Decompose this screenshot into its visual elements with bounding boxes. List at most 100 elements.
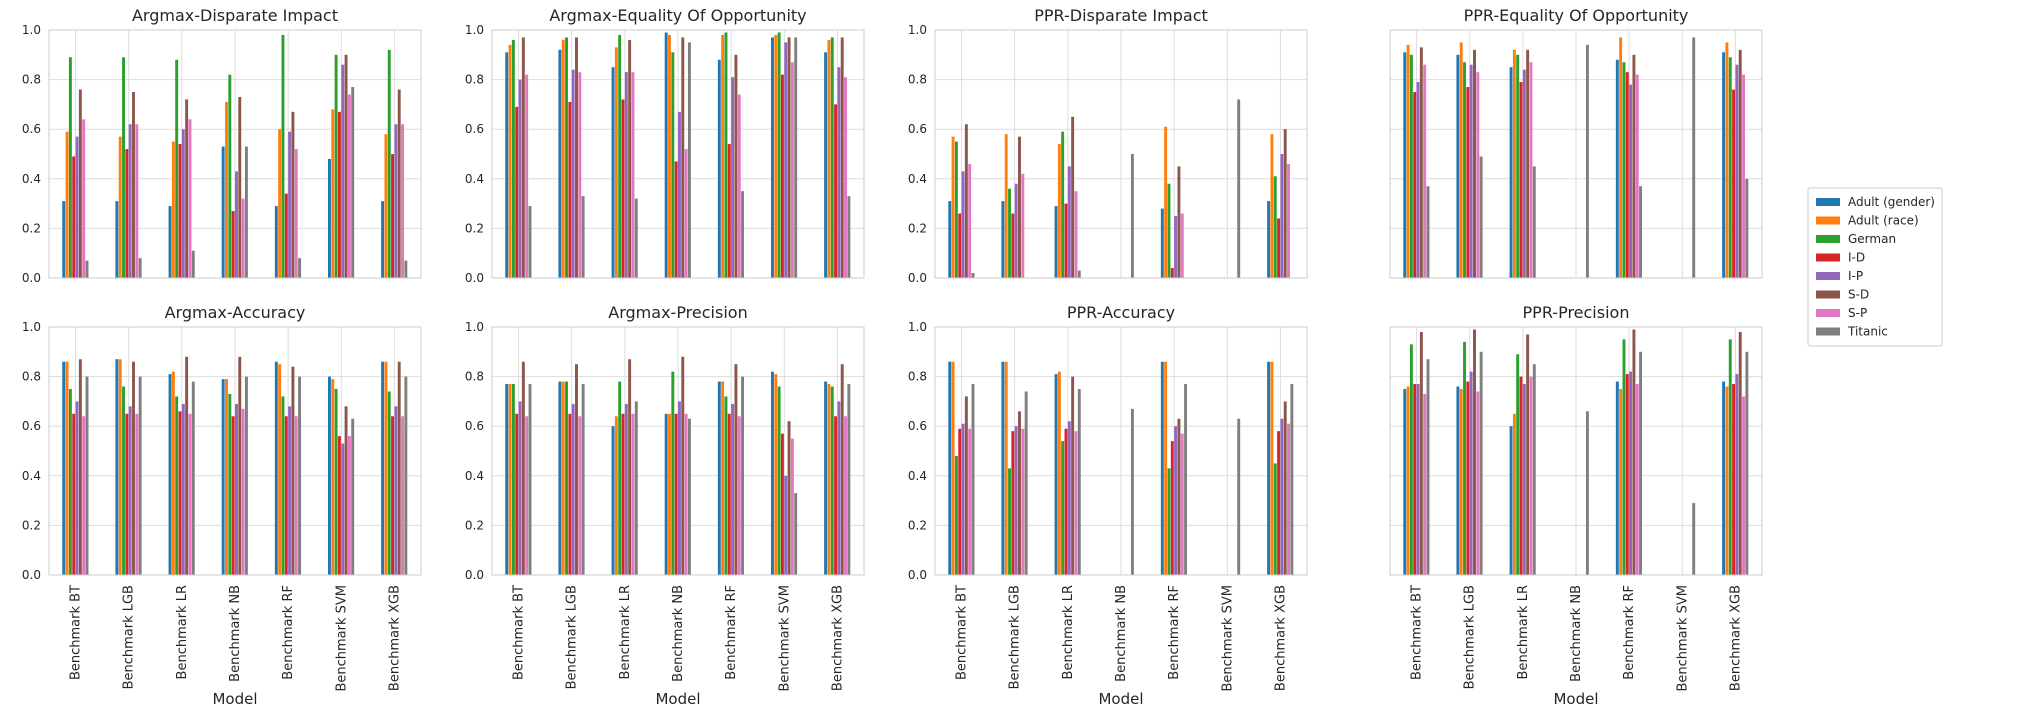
bar xyxy=(1509,67,1513,278)
bar xyxy=(1061,441,1065,575)
bar xyxy=(824,52,828,278)
bar xyxy=(178,144,182,278)
bar xyxy=(278,364,282,575)
bar xyxy=(618,381,622,575)
bar xyxy=(1745,178,1749,278)
y-tick-label: 0.8 xyxy=(22,73,41,87)
subplot-title: PPR-Accuracy xyxy=(1067,303,1175,322)
y-tick-label: 0.6 xyxy=(465,122,484,136)
bar xyxy=(344,406,348,575)
bar xyxy=(288,131,292,278)
bar xyxy=(948,201,952,278)
bar xyxy=(1280,418,1284,575)
x-tick-label: Benchmark LGB xyxy=(1008,585,1023,689)
bar xyxy=(284,416,288,575)
bar xyxy=(334,54,338,278)
bar xyxy=(1014,183,1018,278)
bar xyxy=(1735,374,1739,575)
bar xyxy=(1526,49,1530,279)
bar xyxy=(581,196,585,278)
bar xyxy=(85,260,89,278)
bar xyxy=(964,124,968,279)
bar xyxy=(724,32,728,279)
bar xyxy=(618,34,622,279)
bar xyxy=(790,62,794,278)
bar xyxy=(1409,344,1413,575)
bar xyxy=(68,57,72,278)
bar xyxy=(1067,421,1071,575)
bar xyxy=(235,171,238,278)
x-tick-label: Benchmark SVM xyxy=(777,585,792,692)
x-tick-label: Benchmark RF xyxy=(1167,585,1182,680)
bar xyxy=(774,374,778,575)
bar xyxy=(1267,201,1271,278)
bar xyxy=(1459,389,1463,575)
bar xyxy=(668,413,671,575)
bar xyxy=(1615,381,1619,575)
bar xyxy=(674,413,678,575)
bar xyxy=(294,149,298,278)
bar xyxy=(122,386,125,575)
bar xyxy=(1725,42,1729,279)
bar xyxy=(1532,364,1536,575)
bar xyxy=(135,413,139,575)
y-tick-label: 0.4 xyxy=(22,172,41,186)
x-tick-label: Benchmark SVM xyxy=(334,585,349,692)
bar xyxy=(1519,82,1523,278)
bar xyxy=(1004,134,1008,278)
bar xyxy=(331,379,335,575)
bar xyxy=(1054,206,1058,278)
bar xyxy=(1416,82,1420,278)
y-tick-label: 1.0 xyxy=(22,23,41,37)
bar xyxy=(1130,408,1134,575)
bar xyxy=(518,79,522,278)
bar xyxy=(684,149,688,278)
bar xyxy=(777,32,781,279)
bar xyxy=(528,384,532,575)
bar xyxy=(1738,331,1742,575)
bar xyxy=(1174,426,1178,575)
bar xyxy=(790,438,794,575)
bar xyxy=(138,376,142,575)
bar xyxy=(394,406,398,575)
x-tick-label: Benchmark BT xyxy=(512,585,527,680)
subplot-8: PPR-Precision Benchmark BT Benchmark LGB Be… xyxy=(1389,303,1763,708)
subplot-title: PPR-Precision xyxy=(1523,303,1630,322)
bar xyxy=(132,92,135,278)
bar xyxy=(505,384,509,575)
bar xyxy=(244,376,248,575)
bar xyxy=(1745,351,1749,575)
bar xyxy=(1160,208,1164,278)
bar xyxy=(1456,386,1460,575)
bar xyxy=(1615,59,1619,279)
y-tick-label: 0.2 xyxy=(908,221,927,235)
bar xyxy=(565,381,568,575)
bar xyxy=(1629,371,1633,575)
bar xyxy=(958,213,962,278)
bar xyxy=(581,384,585,575)
y-tick-label: 0.6 xyxy=(22,419,41,433)
y-tick-label: 0.8 xyxy=(22,370,41,384)
bar xyxy=(1018,411,1021,575)
y-tick-label: 1.0 xyxy=(22,320,41,334)
bar xyxy=(291,366,295,575)
bar xyxy=(1622,62,1626,278)
y-tick-label: 0.4 xyxy=(22,469,41,483)
bar xyxy=(664,413,668,575)
bar xyxy=(1738,49,1742,279)
bar xyxy=(65,131,69,278)
bar xyxy=(787,421,791,575)
bar xyxy=(951,361,955,575)
y-tick-label: 0.4 xyxy=(908,469,927,483)
bar xyxy=(334,389,338,575)
bar xyxy=(687,418,691,575)
bar xyxy=(1054,374,1058,575)
bar xyxy=(678,401,681,575)
bar xyxy=(508,44,512,278)
bar xyxy=(225,101,228,278)
bar xyxy=(571,69,575,279)
bar xyxy=(1512,413,1516,575)
bar xyxy=(1532,166,1536,278)
bar xyxy=(1011,213,1015,278)
bar xyxy=(681,37,685,278)
